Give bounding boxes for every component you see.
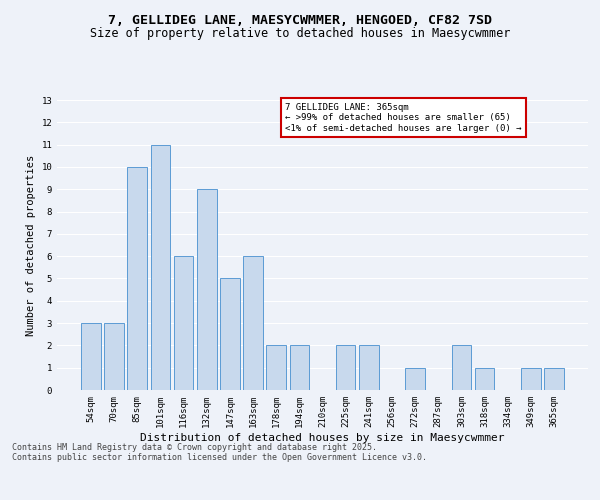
Bar <box>336 346 355 390</box>
Text: 7 GELLIDEG LANE: 365sqm
← >99% of detached houses are smaller (65)
<1% of semi-d: 7 GELLIDEG LANE: 365sqm ← >99% of detach… <box>286 103 522 132</box>
Bar <box>127 167 147 390</box>
Y-axis label: Number of detached properties: Number of detached properties <box>26 154 36 336</box>
Bar <box>452 346 471 390</box>
Bar <box>405 368 425 390</box>
Text: Contains HM Land Registry data © Crown copyright and database right 2025.
Contai: Contains HM Land Registry data © Crown c… <box>12 442 427 462</box>
Bar <box>266 346 286 390</box>
Bar <box>81 323 101 390</box>
X-axis label: Distribution of detached houses by size in Maesycwmmer: Distribution of detached houses by size … <box>140 432 505 442</box>
Bar <box>290 346 309 390</box>
Bar <box>104 323 124 390</box>
Bar <box>544 368 564 390</box>
Bar <box>197 189 217 390</box>
Bar <box>243 256 263 390</box>
Bar <box>359 346 379 390</box>
Bar <box>521 368 541 390</box>
Bar <box>151 144 170 390</box>
Text: 7, GELLIDEG LANE, MAESYCWMMER, HENGOED, CF82 7SD: 7, GELLIDEG LANE, MAESYCWMMER, HENGOED, … <box>108 14 492 28</box>
Bar <box>475 368 494 390</box>
Bar <box>220 278 240 390</box>
Text: Size of property relative to detached houses in Maesycwmmer: Size of property relative to detached ho… <box>90 28 510 40</box>
Bar <box>174 256 193 390</box>
